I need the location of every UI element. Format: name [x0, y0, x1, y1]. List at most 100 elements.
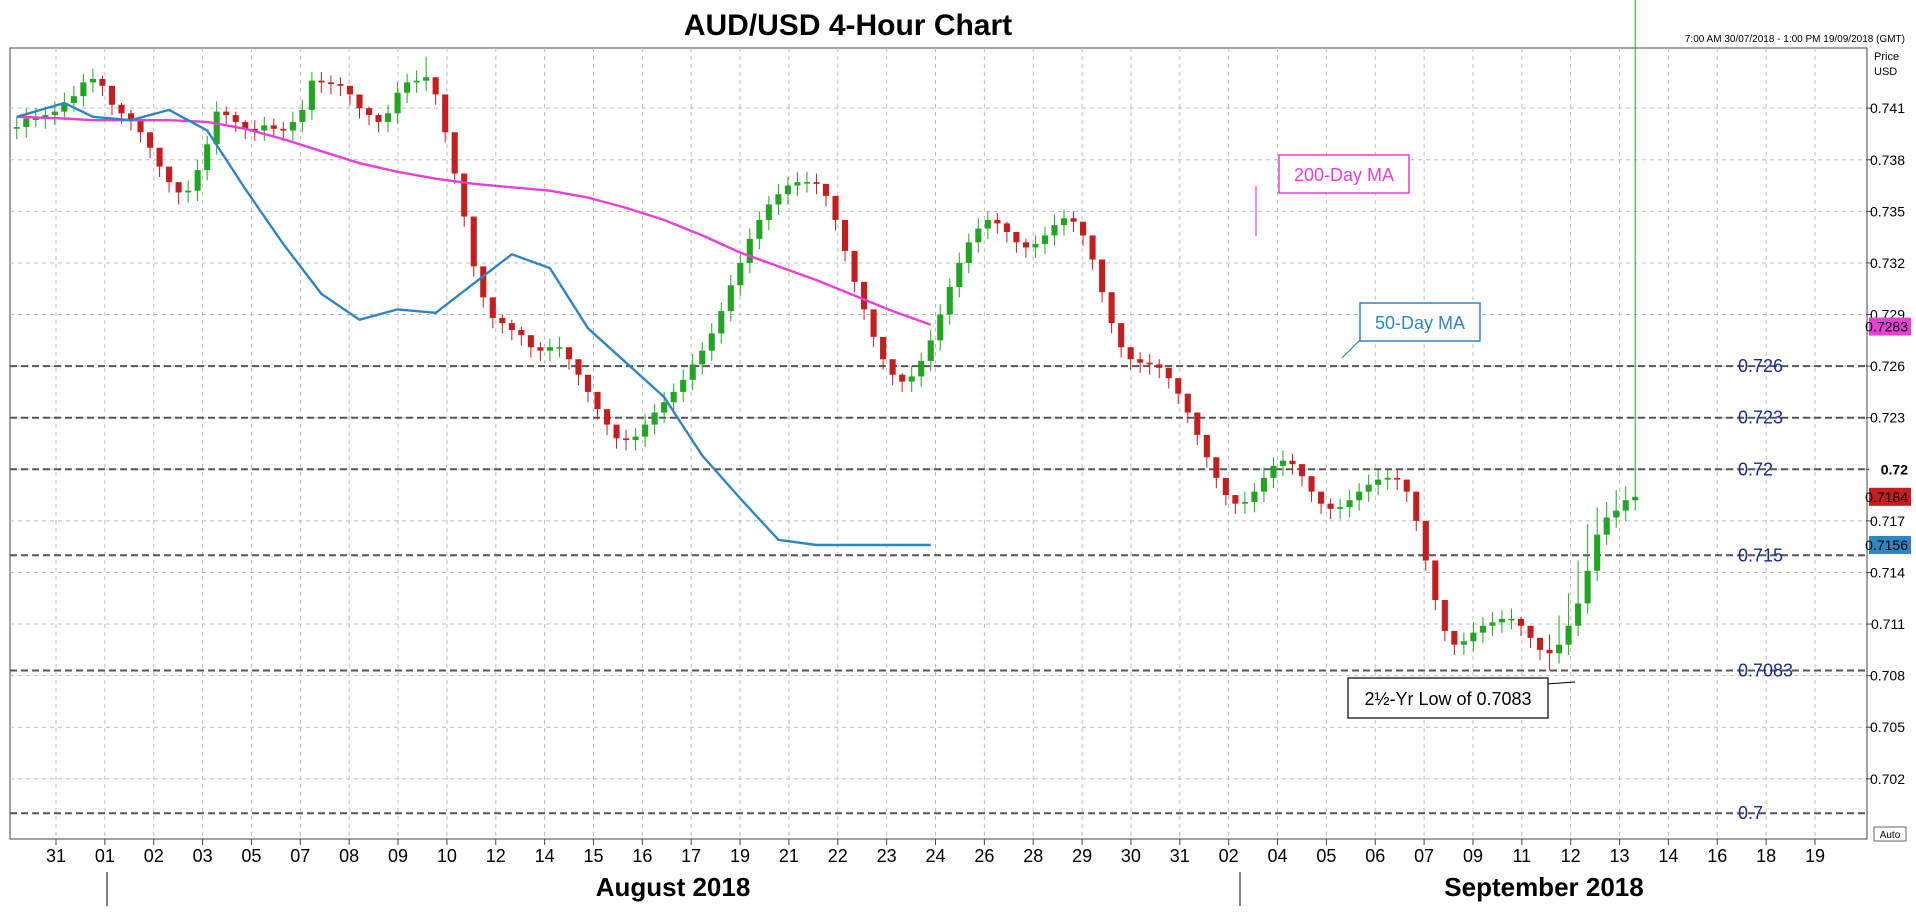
candle-body [775, 194, 782, 205]
price-tag-label: 0.7156 [1865, 537, 1908, 553]
candle-body [984, 219, 991, 229]
level-label: 0.723 [1738, 408, 1783, 428]
y-tick-label: 0.738 [1870, 152, 1905, 168]
x-tick-label: 29 [1072, 846, 1092, 866]
candle [537, 342, 544, 361]
candle [61, 92, 68, 121]
candle-body [318, 80, 325, 83]
candle-body [480, 266, 487, 298]
candle [918, 352, 925, 387]
candle-body [1156, 364, 1163, 368]
candle [756, 211, 763, 250]
ma200-line [16, 115, 932, 326]
y-axis: 0.7410.7380.7350.7320.7290.7260.7230.720… [1866, 100, 1905, 787]
candle [975, 218, 982, 253]
candle-body [670, 391, 677, 403]
candle [546, 338, 553, 361]
price-tag-box [1869, 487, 1911, 506]
candle [185, 180, 192, 203]
chart-title: AUD/USD 4-Hour Chart [684, 9, 1012, 42]
moving-averages [16, 101, 932, 547]
x-axis: 31 01 02 03 05 07 08 09 10 12 14 15 16 17 19 21 22 23 24 26… [46, 839, 1825, 866]
candle [813, 173, 820, 195]
candle-body [470, 216, 477, 267]
candle [880, 336, 887, 370]
candle-body [956, 262, 963, 288]
candle [270, 118, 277, 138]
x-tick-label: 19 [730, 846, 750, 866]
candle-body [489, 297, 496, 318]
level-label: 0.7 [1738, 803, 1763, 823]
x-tick-label: 17 [681, 846, 701, 866]
candle-body [1413, 491, 1420, 521]
candle-body [1184, 393, 1191, 413]
candle-body [832, 195, 839, 220]
candle-body [756, 219, 763, 239]
candle-body [213, 111, 220, 145]
candle [613, 424, 620, 449]
candle [889, 359, 896, 386]
candle-body [1013, 231, 1020, 243]
candle [1298, 464, 1306, 487]
time-range-label: 7:00 AM 30/07/2018 - 1:00 PM 19/09/2018 … [1685, 34, 1905, 45]
candle [518, 326, 525, 346]
candle-body [1318, 491, 1325, 504]
candle [166, 166, 173, 193]
candle [623, 429, 630, 451]
candle-body [584, 374, 592, 392]
candle-body [565, 347, 572, 360]
candle [727, 274, 734, 322]
candle-body [1089, 235, 1096, 260]
candle [689, 354, 696, 391]
candle-body [965, 242, 972, 263]
candle-body [1584, 570, 1591, 604]
candle [80, 73, 87, 107]
candle [1022, 238, 1029, 258]
candle-body [1479, 625, 1486, 633]
candle [1594, 507, 1601, 582]
auto-scale-button[interactable] [1873, 826, 1907, 842]
candle-body [1022, 242, 1029, 248]
candle [1384, 469, 1391, 490]
candle-body [1565, 625, 1572, 645]
level-label: 0.726 [1738, 356, 1783, 376]
candle [1479, 617, 1486, 643]
x-tick-label: 04 [1268, 846, 1288, 866]
candle [1099, 259, 1106, 303]
plot-frame [9, 47, 1868, 840]
candle [13, 116, 20, 140]
candle [965, 233, 972, 274]
candle [803, 171, 811, 193]
candle [365, 106, 373, 126]
candle-body [137, 120, 144, 133]
candle-body [918, 360, 925, 377]
month-label-august: August 2018 [596, 872, 751, 902]
candle [1508, 608, 1515, 630]
ma50-line [16, 101, 931, 547]
x-tick-label: 30 [1121, 846, 1141, 866]
candle-body [327, 82, 334, 85]
candle-body [1213, 457, 1220, 478]
candle [1070, 211, 1077, 232]
candle [194, 159, 201, 202]
candle-body [1203, 434, 1210, 458]
x-tick-label: 13 [1610, 846, 1630, 866]
candle [908, 366, 915, 392]
candle [594, 391, 601, 420]
low-annotation: 2½-Yr Low of 0.7083 [1347, 677, 1576, 719]
x-tick-label: 19 [1805, 846, 1825, 866]
candle [1556, 615, 1563, 664]
candle [651, 403, 658, 435]
candle-body [1622, 500, 1629, 511]
candle-body [927, 340, 934, 361]
y-tick-label: 0.702 [1870, 771, 1905, 787]
candle [1041, 226, 1049, 255]
candle [137, 120, 144, 143]
candle [565, 347, 572, 370]
candle-body [1517, 618, 1525, 626]
x-tick-label: 31 [46, 846, 66, 866]
candle [1613, 489, 1620, 528]
level-label: 0.72 [1738, 459, 1773, 479]
candle-body [508, 323, 515, 331]
candle-body [546, 347, 553, 351]
